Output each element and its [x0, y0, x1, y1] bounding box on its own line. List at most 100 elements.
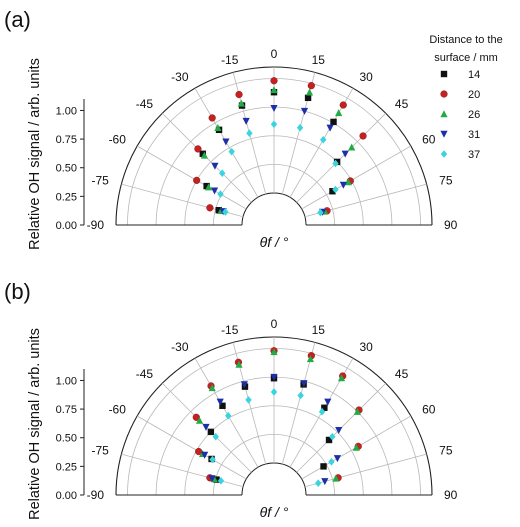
data-point [270, 120, 278, 129]
data-point [217, 476, 225, 485]
legend-entry: 20 [468, 89, 480, 101]
data-point [245, 396, 252, 404]
data-point [348, 143, 356, 151]
series-26 [200, 86, 356, 215]
data-point [320, 135, 327, 144]
data-point [321, 478, 329, 486]
data-point [270, 348, 278, 356]
radial-tick-label: 1.00 [56, 105, 77, 117]
data-point [325, 436, 333, 444]
angle-tick-label: -60 [109, 403, 127, 417]
data-point [333, 455, 342, 463]
angle-tick-label: -75 [91, 444, 109, 458]
angle-gridline [296, 112, 387, 203]
data-point [200, 151, 208, 159]
data-point [270, 105, 278, 113]
legend-entry: 37 [468, 149, 480, 161]
data-point [215, 206, 222, 214]
legend-marker [440, 150, 448, 158]
data-point [201, 451, 209, 459]
legend-title: Distance to the [429, 34, 502, 46]
data-point [359, 132, 367, 140]
data-point [222, 138, 230, 146]
angle-tick-label: 45 [395, 367, 409, 381]
inner-arc [241, 462, 307, 496]
angle-tick-label: 90 [444, 218, 458, 232]
data-point [353, 407, 361, 415]
data-point [332, 159, 339, 168]
angle-gridline [194, 357, 259, 468]
angle-tick-label: 60 [422, 403, 436, 417]
data-point [270, 373, 278, 381]
data-point [337, 374, 346, 382]
panel-a: (a) 0.00 0.25 0.50 0.75 1.00 Relative OH signa… [4, 7, 503, 250]
data-point [332, 185, 339, 194]
radial-tick-label: 0.75 [56, 404, 77, 416]
legend-title: surface / mm [434, 52, 498, 64]
legend: Distance to the surface / mm 14 20 26 31 37 [429, 34, 502, 161]
angle-tick-label: 0 [271, 47, 278, 61]
angle-tick-label: -45 [136, 367, 154, 381]
data-point [212, 432, 219, 441]
legend-entry: 26 [468, 109, 480, 121]
data-point [202, 423, 210, 431]
legend-marker [440, 90, 448, 98]
angle-tick-label: 15 [312, 53, 326, 67]
angle-gridline [136, 145, 247, 210]
data-point [332, 474, 340, 482]
data-point [228, 147, 235, 156]
data-point [235, 360, 243, 368]
angle-tick-label: 60 [422, 133, 436, 147]
inner-arc [241, 192, 307, 226]
angle-tick-label: 0 [271, 317, 278, 331]
data-point [235, 90, 243, 99]
data-point [270, 86, 278, 94]
data-point [341, 150, 349, 158]
data-point [219, 402, 226, 409]
data-point [330, 118, 337, 126]
y-axis-label: Relative OH signal / arb. units [27, 328, 43, 520]
data-point [329, 432, 336, 441]
data-point [216, 398, 224, 406]
data-point [217, 190, 224, 198]
data-point [237, 99, 246, 107]
angle-gridline [301, 145, 412, 210]
data-point [339, 181, 347, 189]
data-point [304, 94, 312, 102]
angle-tick-label: 30 [360, 340, 374, 354]
data-point [204, 183, 213, 191]
angle-tick-label: -15 [221, 53, 239, 67]
data-point [344, 178, 352, 186]
data-point [326, 124, 334, 132]
legend-entry: 31 [468, 129, 480, 141]
data-point [193, 176, 201, 184]
series-26 [195, 348, 361, 483]
panel-label: (b) [4, 279, 31, 304]
data-point [314, 479, 322, 487]
data-point [225, 411, 232, 420]
angle-tick-label: 90 [444, 488, 458, 502]
data-point [199, 150, 206, 157]
data-point [270, 388, 278, 396]
radial-tick-label: 1.00 [56, 375, 77, 387]
data-point [320, 463, 327, 470]
radial-tick-label: 0.25 [56, 191, 77, 203]
angle-tick-label: -30 [171, 340, 189, 354]
series-31 [201, 373, 343, 486]
data-point [242, 117, 250, 125]
x-axis-label: θf / ° [260, 234, 289, 250]
legend-marker [440, 70, 448, 78]
data-point [324, 398, 332, 406]
data-point [194, 145, 202, 153]
series-37 [209, 388, 336, 487]
data-point [306, 355, 315, 363]
data-point [210, 187, 219, 195]
data-point [214, 124, 222, 132]
data-point [317, 208, 324, 217]
data-point [300, 107, 309, 115]
angle-tick-label: -15 [221, 323, 239, 337]
data-point [208, 114, 216, 122]
angle-tick-label: 75 [439, 444, 453, 458]
data-point [296, 123, 304, 132]
